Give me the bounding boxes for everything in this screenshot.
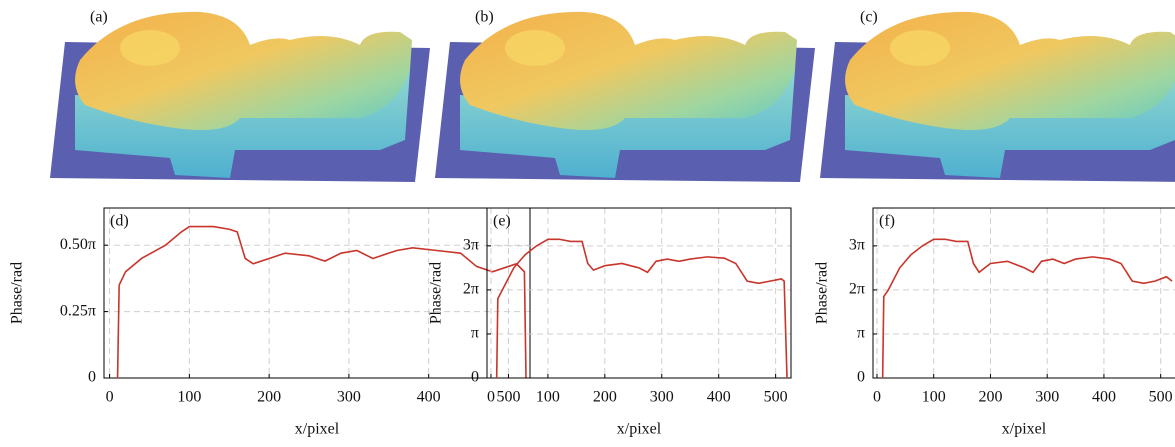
x-tick-label: 100 <box>536 389 560 406</box>
surface-highlight <box>890 30 950 66</box>
y-tick-label: 3π <box>463 237 479 254</box>
panel-label: (d) <box>110 213 129 230</box>
y-tick-label: π <box>857 325 865 342</box>
x-tick-label: 200 <box>978 389 1002 406</box>
data-line <box>881 238 1173 379</box>
x-tick-label: 0 <box>106 389 114 406</box>
surface-wall <box>75 70 410 178</box>
x-tick-label: 300 <box>337 389 361 406</box>
plot-frame <box>872 207 1175 379</box>
x-tick-label: 400 <box>707 389 731 406</box>
surface-top <box>460 11 797 131</box>
x-tick-label: 500 <box>764 389 788 406</box>
plot-frame <box>486 207 792 379</box>
y-tick-label: 2π <box>463 281 479 298</box>
x-tick-label: 100 <box>922 389 946 406</box>
y-tick-label: 0.25π <box>60 302 96 319</box>
x-tick-label: 200 <box>257 389 281 406</box>
y-tick-label: π <box>471 325 479 342</box>
y-tick-label: 0 <box>471 369 479 386</box>
surface-highlight <box>505 30 565 66</box>
x-tick-label: 100 <box>177 389 201 406</box>
x-tick-label: 500 <box>496 389 520 406</box>
surface-highlight <box>120 30 180 66</box>
surface-image: (b) <box>435 9 815 182</box>
surface-wall <box>460 70 795 178</box>
y-tick-label: 3π <box>849 237 865 254</box>
surface-wall <box>845 72 1175 178</box>
y-tick-label: 0 <box>857 369 865 386</box>
x-tick-label: 200 <box>593 389 617 406</box>
panel-label: (a) <box>90 9 108 26</box>
y-tick-label: 0.50π <box>60 236 96 253</box>
x-tick-label: 400 <box>417 389 441 406</box>
surface-top <box>845 11 1175 130</box>
y-tick-label: 0 <box>88 369 96 386</box>
x-tick-label: 0 <box>873 389 881 406</box>
panel-label: (c) <box>860 9 878 26</box>
panel-label: (f) <box>879 213 895 230</box>
y-axis-label: Phase/rad <box>9 262 26 324</box>
x-tick-label: 500 <box>1149 389 1173 406</box>
surface-image: (a) <box>50 9 430 182</box>
panel-label: (e) <box>493 213 511 230</box>
x-tick-label: 300 <box>1035 389 1059 406</box>
x-tick-label: 400 <box>1092 389 1116 406</box>
x-tick-label: 0 <box>487 389 495 406</box>
panel-label: (b) <box>475 9 494 26</box>
data-line <box>495 238 788 379</box>
surface-image: (c) <box>820 9 1175 182</box>
y-axis-label: Phase/rad <box>428 262 445 324</box>
data-line <box>116 225 527 379</box>
x-axis-label: x/pixel <box>1002 421 1047 438</box>
x-tick-label: 300 <box>650 389 674 406</box>
x-axis-label: x/pixel <box>617 421 662 438</box>
surface-top <box>75 11 412 131</box>
x-axis-label: x/pixel <box>295 421 340 438</box>
y-tick-label: 2π <box>849 281 865 298</box>
y-axis-label: Phase/rad <box>814 262 831 324</box>
plot-frame <box>103 207 531 379</box>
